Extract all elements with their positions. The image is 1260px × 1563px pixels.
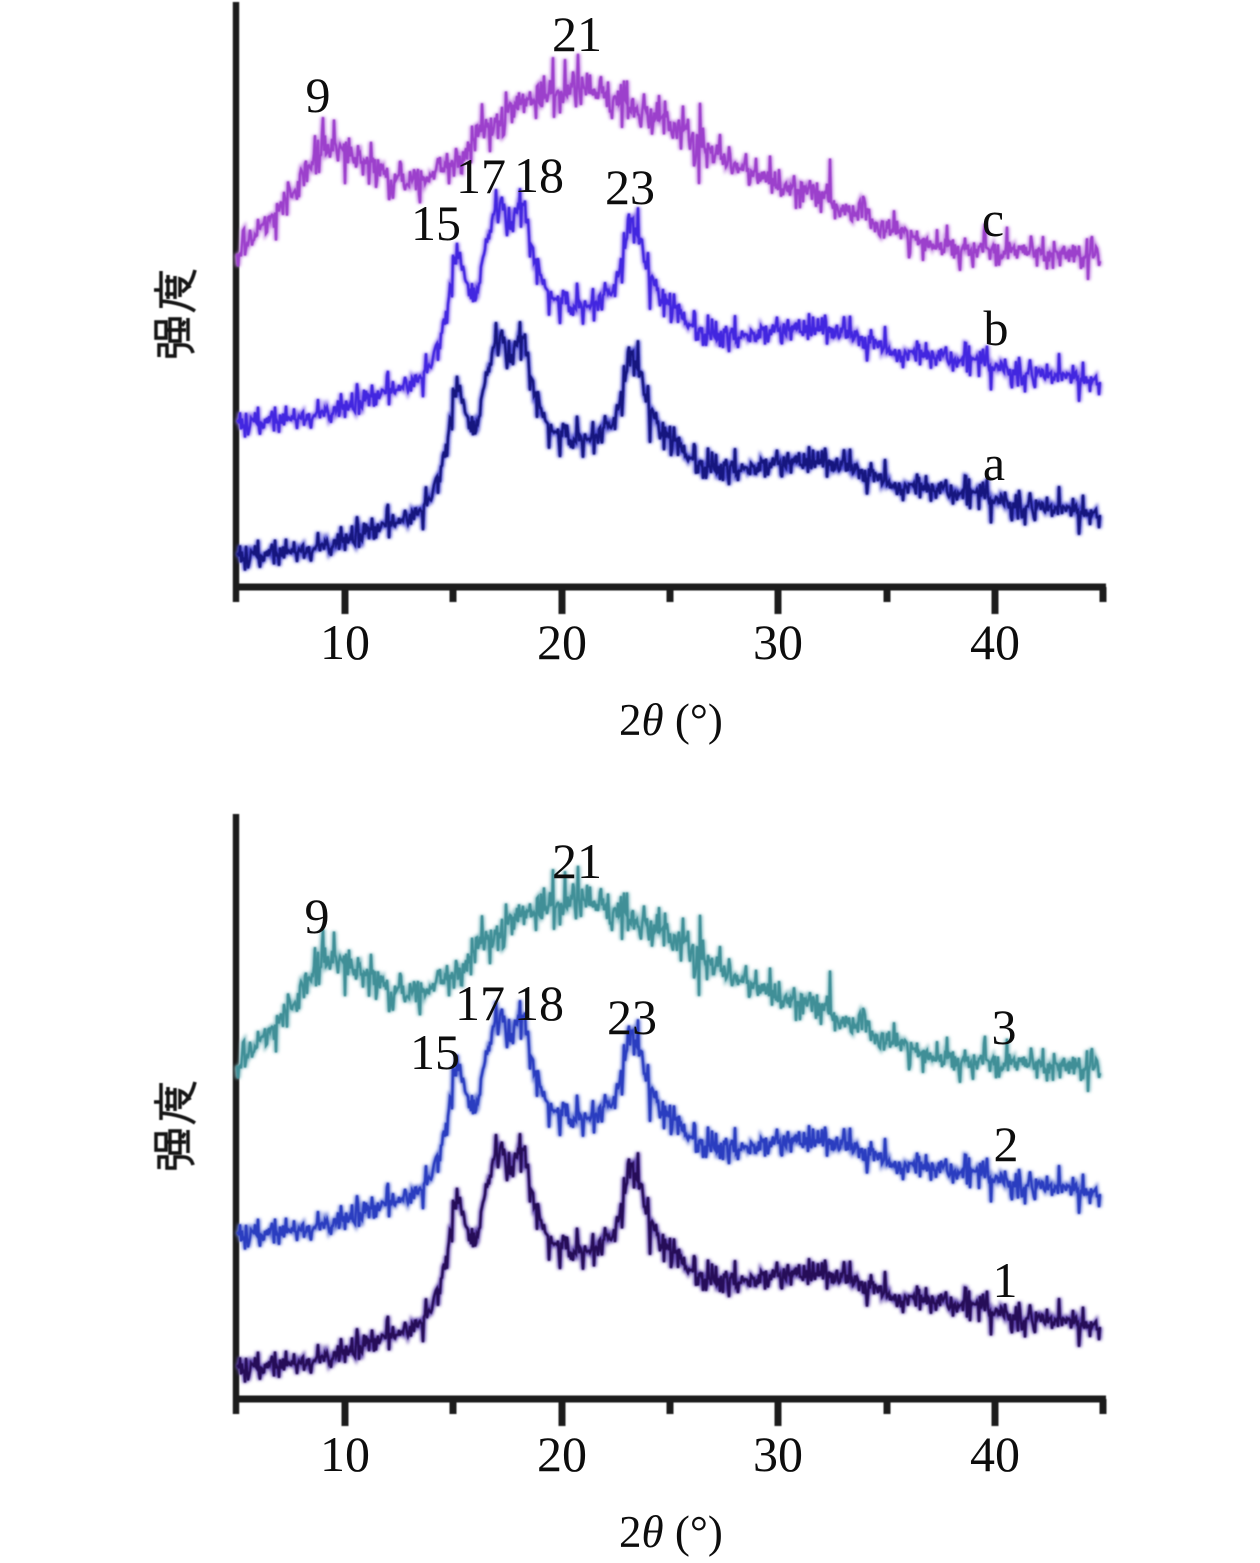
svg-text:17: 17	[455, 975, 505, 1031]
svg-text:c: c	[982, 191, 1004, 247]
svg-text:17: 17	[456, 148, 506, 204]
svg-text:21: 21	[552, 833, 602, 889]
svg-text:15: 15	[410, 1024, 460, 1080]
svg-text:a: a	[983, 435, 1005, 491]
svg-text:b: b	[984, 300, 1009, 356]
svg-text:18: 18	[514, 147, 564, 203]
svg-text:21: 21	[552, 6, 602, 62]
svg-text:3: 3	[992, 999, 1017, 1055]
svg-text:2: 2	[994, 1116, 1019, 1172]
svg-text:1: 1	[993, 1252, 1018, 1308]
svg-text:9: 9	[305, 888, 330, 944]
svg-text:23: 23	[605, 159, 655, 215]
svg-text:18: 18	[514, 975, 564, 1031]
svg-text:23: 23	[607, 989, 657, 1045]
svg-text:15: 15	[411, 195, 461, 251]
svg-text:9: 9	[306, 67, 331, 123]
